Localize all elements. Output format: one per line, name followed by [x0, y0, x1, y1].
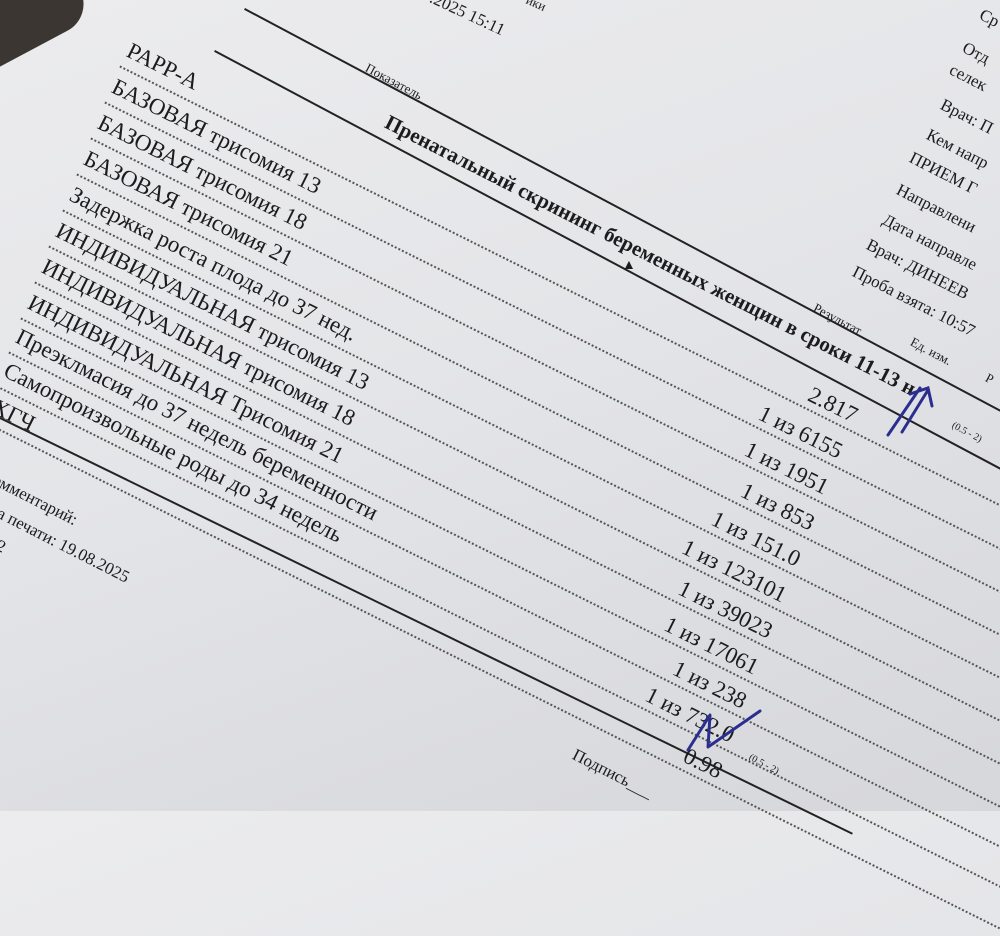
column-header-reference: Р — [982, 370, 997, 387]
header-fragment: ики — [523, 0, 549, 14]
background-object — [0, 0, 95, 73]
document-code: 02 — [0, 532, 10, 557]
handwritten-check-icon — [686, 709, 762, 752]
report-datetime: .2025 15:11 — [426, 0, 509, 40]
handwritten-arrow-icon — [886, 386, 934, 437]
sort-marker-icon: ▲ — [622, 258, 636, 273]
column-header-indicator: Показатель — [362, 60, 425, 103]
info-line: Ср — [976, 5, 1000, 31]
reference-range: (0.5 - 2) — [949, 420, 984, 445]
signature-field: Подпись___ — [569, 745, 657, 802]
